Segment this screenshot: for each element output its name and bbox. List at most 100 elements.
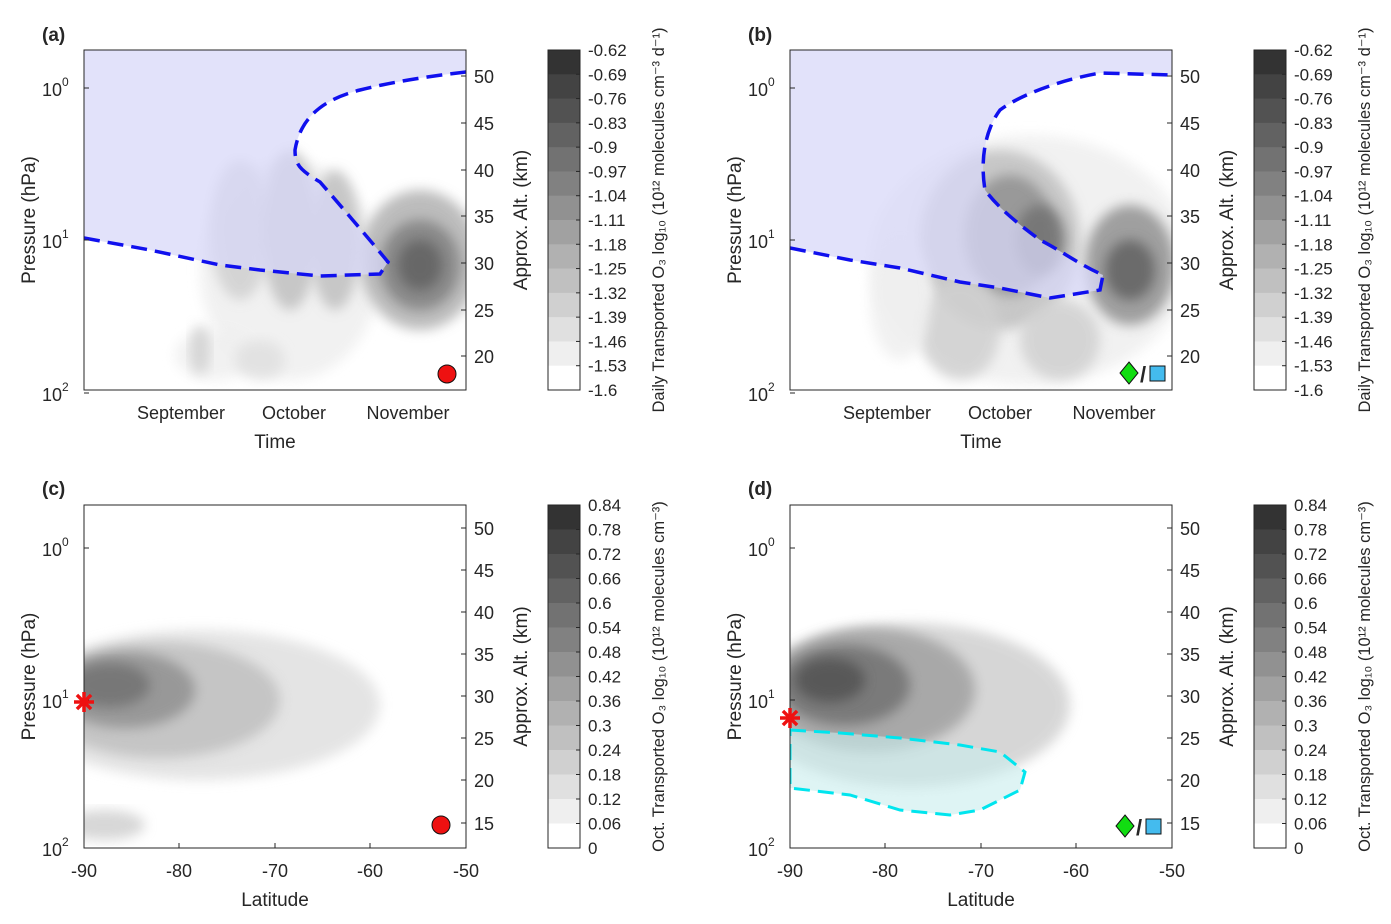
contour-blob [84, 810, 145, 840]
y2-tick-label: 40 [474, 603, 494, 623]
y-axis-label: Pressure (hPa) [725, 613, 746, 741]
y-tick-exponent: 2 [768, 380, 775, 394]
y2-tick-label: 50 [474, 67, 494, 87]
blue-shaded-region [790, 50, 1172, 298]
colorbar-bin [1254, 676, 1286, 702]
colorbar-bin [548, 823, 580, 849]
markers: / [780, 708, 1162, 840]
contour-blob [398, 240, 442, 290]
y2-tick-label: 40 [474, 161, 494, 181]
y-tick-label: 10 [748, 80, 768, 100]
x-axis-label: Time [960, 432, 1002, 453]
x-axis-label: Latitude [241, 890, 309, 911]
y2-tick-label: 40 [1180, 161, 1200, 181]
y-axis-label: Pressure (hPa) [19, 156, 40, 284]
y-tick-exponent: 1 [768, 687, 775, 701]
y2-tick-label: 20 [1180, 347, 1200, 367]
colorbar-tick-label: 0.84 [588, 496, 621, 515]
markers: / [1119, 361, 1166, 387]
colorbar-bin [1254, 50, 1286, 75]
contour-blob [1105, 240, 1155, 300]
y-tick-exponent: 1 [62, 687, 69, 701]
colorbar-bin [1254, 292, 1286, 318]
y2-tick-label: 50 [474, 519, 494, 539]
markers [437, 364, 457, 384]
colorbar-tick-label: -0.83 [1294, 114, 1333, 133]
y-axis-label: Pressure (hPa) [725, 156, 746, 284]
blue-square-marker [1149, 365, 1166, 382]
y2-tick-label: 30 [474, 687, 494, 707]
colorbar-bin [548, 220, 580, 245]
y2-tick-label: 45 [474, 561, 494, 581]
x-tick-label: November [1072, 403, 1155, 423]
colorbar-bin [548, 74, 580, 100]
colorbar-label: Oct. Transported O₃ log₁₀ (10¹² molecule… [650, 501, 668, 852]
colorbar-bin [1254, 652, 1286, 677]
colorbar-tick-label: 0.66 [1294, 570, 1327, 589]
y2-tick-label: 20 [474, 771, 494, 791]
colorbar-tick-label: -1.04 [588, 187, 627, 206]
colorbar-bin [548, 505, 580, 530]
colorbar-tick-label: -0.62 [588, 41, 627, 60]
x-axis-label: Latitude [947, 890, 1015, 911]
x-tick-label: -90 [777, 861, 803, 881]
y2-tick-label: 50 [1180, 519, 1200, 539]
colorbar-tick-label: -1.18 [1294, 235, 1333, 254]
colorbar-tick-label: -0.97 [1294, 162, 1333, 181]
colorbar-tick-label: -0.83 [588, 114, 627, 133]
x-tick-label: -90 [71, 861, 97, 881]
y2-axis-label: Approx. Alt. (km) [1217, 150, 1238, 290]
colorbar-tick-label: 0.36 [588, 692, 621, 711]
x-tick-label: -80 [872, 861, 898, 881]
y2-tick-label: 35 [474, 207, 494, 227]
x-tick-label: -70 [968, 861, 994, 881]
colorbar-tick-label: 0.42 [1294, 668, 1327, 687]
colorbar-bin [1254, 505, 1286, 530]
colorbar-tick-label: 0.12 [1294, 790, 1327, 809]
colorbar-bin [1254, 725, 1286, 751]
y-tick-exponent: 0 [768, 535, 775, 549]
panel-label: (b) [748, 25, 772, 46]
colorbar-bin [1254, 147, 1286, 172]
y-tick-label: 10 [42, 540, 62, 560]
x-tick-label: -50 [453, 861, 479, 881]
panel-label: (d) [748, 479, 772, 500]
red-circle-marker [437, 364, 457, 384]
y-tick-label: 10 [42, 80, 62, 100]
y2-axis-label: Approx. Alt. (km) [1217, 606, 1238, 746]
y-tick-label: 10 [42, 840, 62, 860]
y-tick-exponent: 2 [768, 835, 775, 849]
y-tick-label: 10 [42, 692, 62, 712]
blue-dashed-contour [84, 70, 466, 278]
colorbar-bin [1254, 341, 1286, 367]
colorbar: 0.84 0.78 0.72 0.66 0.6 0.54 0.48 0.42 0.36 0.3 0.… [547, 496, 668, 858]
colorbar-tick-label: 0.78 [588, 521, 621, 540]
colorbar-bin [1254, 268, 1286, 294]
y-tick-label: 10 [748, 385, 768, 405]
y-tick-exponent: 0 [768, 75, 775, 89]
colorbar-bin [1254, 317, 1286, 342]
colorbar-tick-label: -0.62 [1294, 41, 1333, 60]
colorbar-tick-label: -0.9 [588, 138, 617, 157]
x-tick-label: -80 [166, 861, 192, 881]
y-tick-label: 10 [748, 692, 768, 712]
colorbar-tick-label: 0.6 [1294, 594, 1318, 613]
colorbar-bin [548, 341, 580, 367]
colorbar: 0.84 0.78 0.72 0.66 0.6 0.54 0.48 0.42 0.36 0.3 0.… [1253, 496, 1374, 858]
colorbar-bin [1254, 74, 1286, 100]
x-tick-label: October [262, 403, 326, 423]
y2-tick-label: 45 [474, 114, 494, 134]
y2-axis-label: Approx. Alt. (km) [511, 150, 532, 290]
colorbar-bin [548, 122, 580, 148]
colorbar-bin [1254, 244, 1286, 270]
green-diamond-marker [1115, 814, 1135, 838]
colorbar-tick-label: -1.25 [1294, 260, 1333, 279]
colorbar-bin [548, 529, 580, 555]
contour-blob [84, 663, 150, 707]
colorbar-bin [548, 554, 580, 579]
colorbar-bin [1254, 195, 1286, 221]
marker-separator: / [1136, 815, 1142, 840]
colorbar-tick-label: 0.6 [588, 594, 612, 613]
colorbar-tick-label: 0.54 [1294, 619, 1327, 638]
